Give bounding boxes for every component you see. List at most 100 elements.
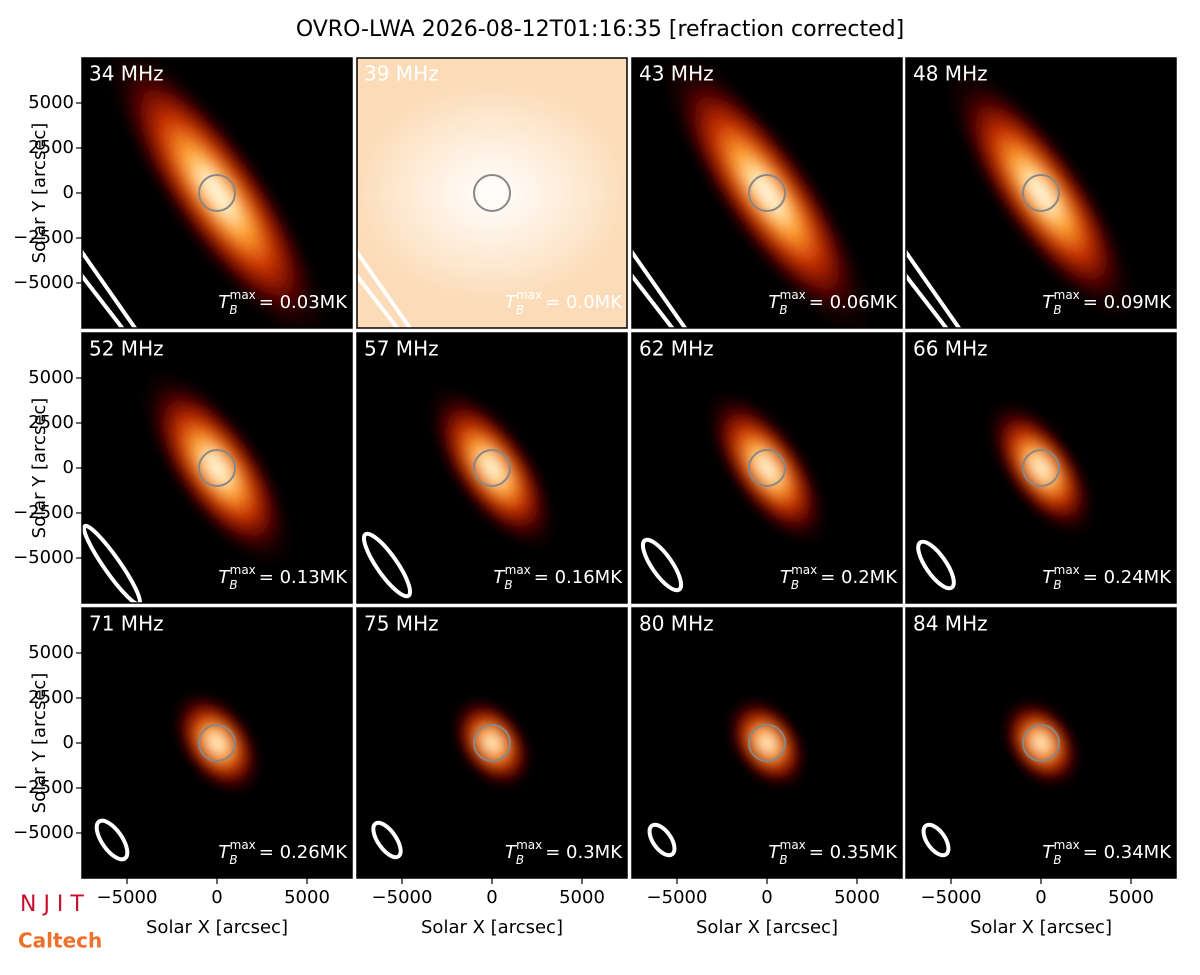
y-tick-label: 0	[63, 732, 74, 753]
y-tick-label: −2500	[13, 502, 74, 523]
x-tick-label: 5000	[834, 887, 880, 908]
annotation-sub: B	[1053, 303, 1061, 317]
y-tick-label: 2500	[28, 137, 74, 158]
panel: 84 MHz TBmax = 0.34MK −5000 0 5000 Solar X [ar…	[905, 607, 1177, 938]
annotation-sup: max	[505, 563, 531, 577]
image	[632, 608, 902, 878]
y-tick-label: −5000	[13, 272, 74, 293]
x-tick-label: −5000	[921, 887, 982, 908]
beam	[94, 818, 130, 862]
beam	[647, 822, 677, 858]
y-axis-label: Solar Y [arcsec]	[29, 398, 50, 539]
beam	[357, 272, 400, 328]
solar-disk	[1022, 174, 1060, 212]
y-tick-label: 2500	[28, 412, 74, 433]
annotation-sup: max	[230, 288, 256, 302]
panel-label: 62 MHz	[639, 337, 714, 361]
image	[357, 58, 627, 328]
annotation: TBmax = 0.16MK	[493, 563, 623, 592]
panel-label: 71 MHz	[89, 612, 164, 636]
solar-disk	[748, 174, 786, 212]
chart-title: OVRO-LWA 2026-08-12T01:16:35 [refraction…	[296, 17, 904, 42]
panel-label: 39 MHz	[364, 62, 439, 86]
image	[82, 608, 352, 878]
y-tick-label: 2500	[28, 687, 74, 708]
annotation-sup: max	[1054, 288, 1080, 302]
annotation-sub: B	[1053, 853, 1061, 867]
image	[82, 333, 352, 603]
emission	[124, 67, 310, 319]
y-axis-label: Solar Y [arcsec]	[29, 673, 50, 814]
annotation: TBmax = 0.03MK	[218, 288, 348, 317]
x-tick-label: 0	[486, 887, 497, 908]
emission	[716, 403, 818, 533]
annotation-sub: B	[1053, 578, 1061, 592]
x-axis-label: Solar X [arcsec]	[421, 917, 563, 938]
emission	[996, 412, 1086, 524]
annotation-symbol: T	[1042, 292, 1055, 313]
annotation-sub: B	[229, 853, 237, 867]
image	[906, 608, 1176, 878]
solar-disk	[198, 449, 236, 487]
annotation-symbol: T	[493, 567, 506, 588]
beam	[632, 248, 688, 328]
y-tick-label: 5000	[28, 92, 74, 113]
emission	[154, 387, 280, 549]
annotation-value: = 0.0MK	[545, 292, 623, 313]
emission	[1008, 706, 1074, 780]
solar-disk	[198, 724, 236, 762]
frame	[631, 57, 903, 329]
image	[632, 58, 902, 328]
annotation: TBmax = 0.0MK	[505, 288, 623, 317]
annotation-sub: B	[516, 853, 524, 867]
annotation-symbol: T	[1042, 842, 1055, 863]
solar-disk	[748, 724, 786, 762]
logo: Caltech	[18, 929, 102, 953]
y-tick-label: 0	[63, 182, 74, 203]
beam	[916, 539, 956, 591]
image-glow	[357, 83, 627, 303]
panel-label: 34 MHz	[89, 62, 164, 86]
annotation-value: = 0.26MK	[259, 842, 348, 863]
annotation-sub: B	[504, 578, 512, 592]
annotation-value: = 0.2MK	[820, 567, 898, 588]
frame	[905, 332, 1177, 604]
frame	[356, 332, 628, 604]
annotation-symbol: T	[768, 292, 781, 313]
panel: 75 MHz TBmax = 0.3MK −5000 0 5000 Solar X [arc…	[356, 607, 628, 938]
annotation: TBmax = 0.09MK	[1042, 288, 1172, 317]
annotation-symbol: T	[218, 842, 231, 863]
solar-disk	[473, 449, 511, 487]
annotation-value: = 0.35MK	[809, 842, 898, 863]
annotation-value: = 0.09MK	[1083, 292, 1172, 313]
y-tick-label: 5000	[28, 367, 74, 388]
beam	[82, 272, 125, 328]
y-tick-label: −5000	[13, 547, 74, 568]
panel: 39 MHz TBmax = 0.0MK	[356, 57, 628, 329]
annotation: TBmax = 0.06MK	[768, 288, 898, 317]
x-tick-label: 5000	[559, 887, 605, 908]
image	[357, 333, 627, 603]
beam	[361, 531, 413, 599]
y-tick-label: −2500	[13, 777, 74, 798]
panel-label: 48 MHz	[913, 62, 988, 86]
solar-disk	[473, 724, 511, 762]
panel-label: 43 MHz	[639, 62, 714, 86]
annotation-symbol: T	[1042, 567, 1055, 588]
annotation-sup: max	[780, 288, 806, 302]
solar-disk	[1022, 724, 1060, 762]
annotation-symbol: T	[768, 842, 781, 863]
annotation-sup: max	[230, 838, 256, 852]
panel-label: 80 MHz	[639, 612, 714, 636]
annotation-symbol: T	[505, 292, 518, 313]
panel: 66 MHz TBmax = 0.24MK	[905, 332, 1177, 604]
emission	[180, 700, 254, 786]
beam	[82, 248, 138, 328]
x-tick-label: 0	[1035, 887, 1046, 908]
frame	[631, 332, 903, 604]
panel-label: 75 MHz	[364, 612, 439, 636]
annotation-sub: B	[791, 578, 799, 592]
annotation-value: = 0.06MK	[809, 292, 898, 313]
annotation-sub: B	[516, 303, 524, 317]
image	[82, 58, 352, 328]
